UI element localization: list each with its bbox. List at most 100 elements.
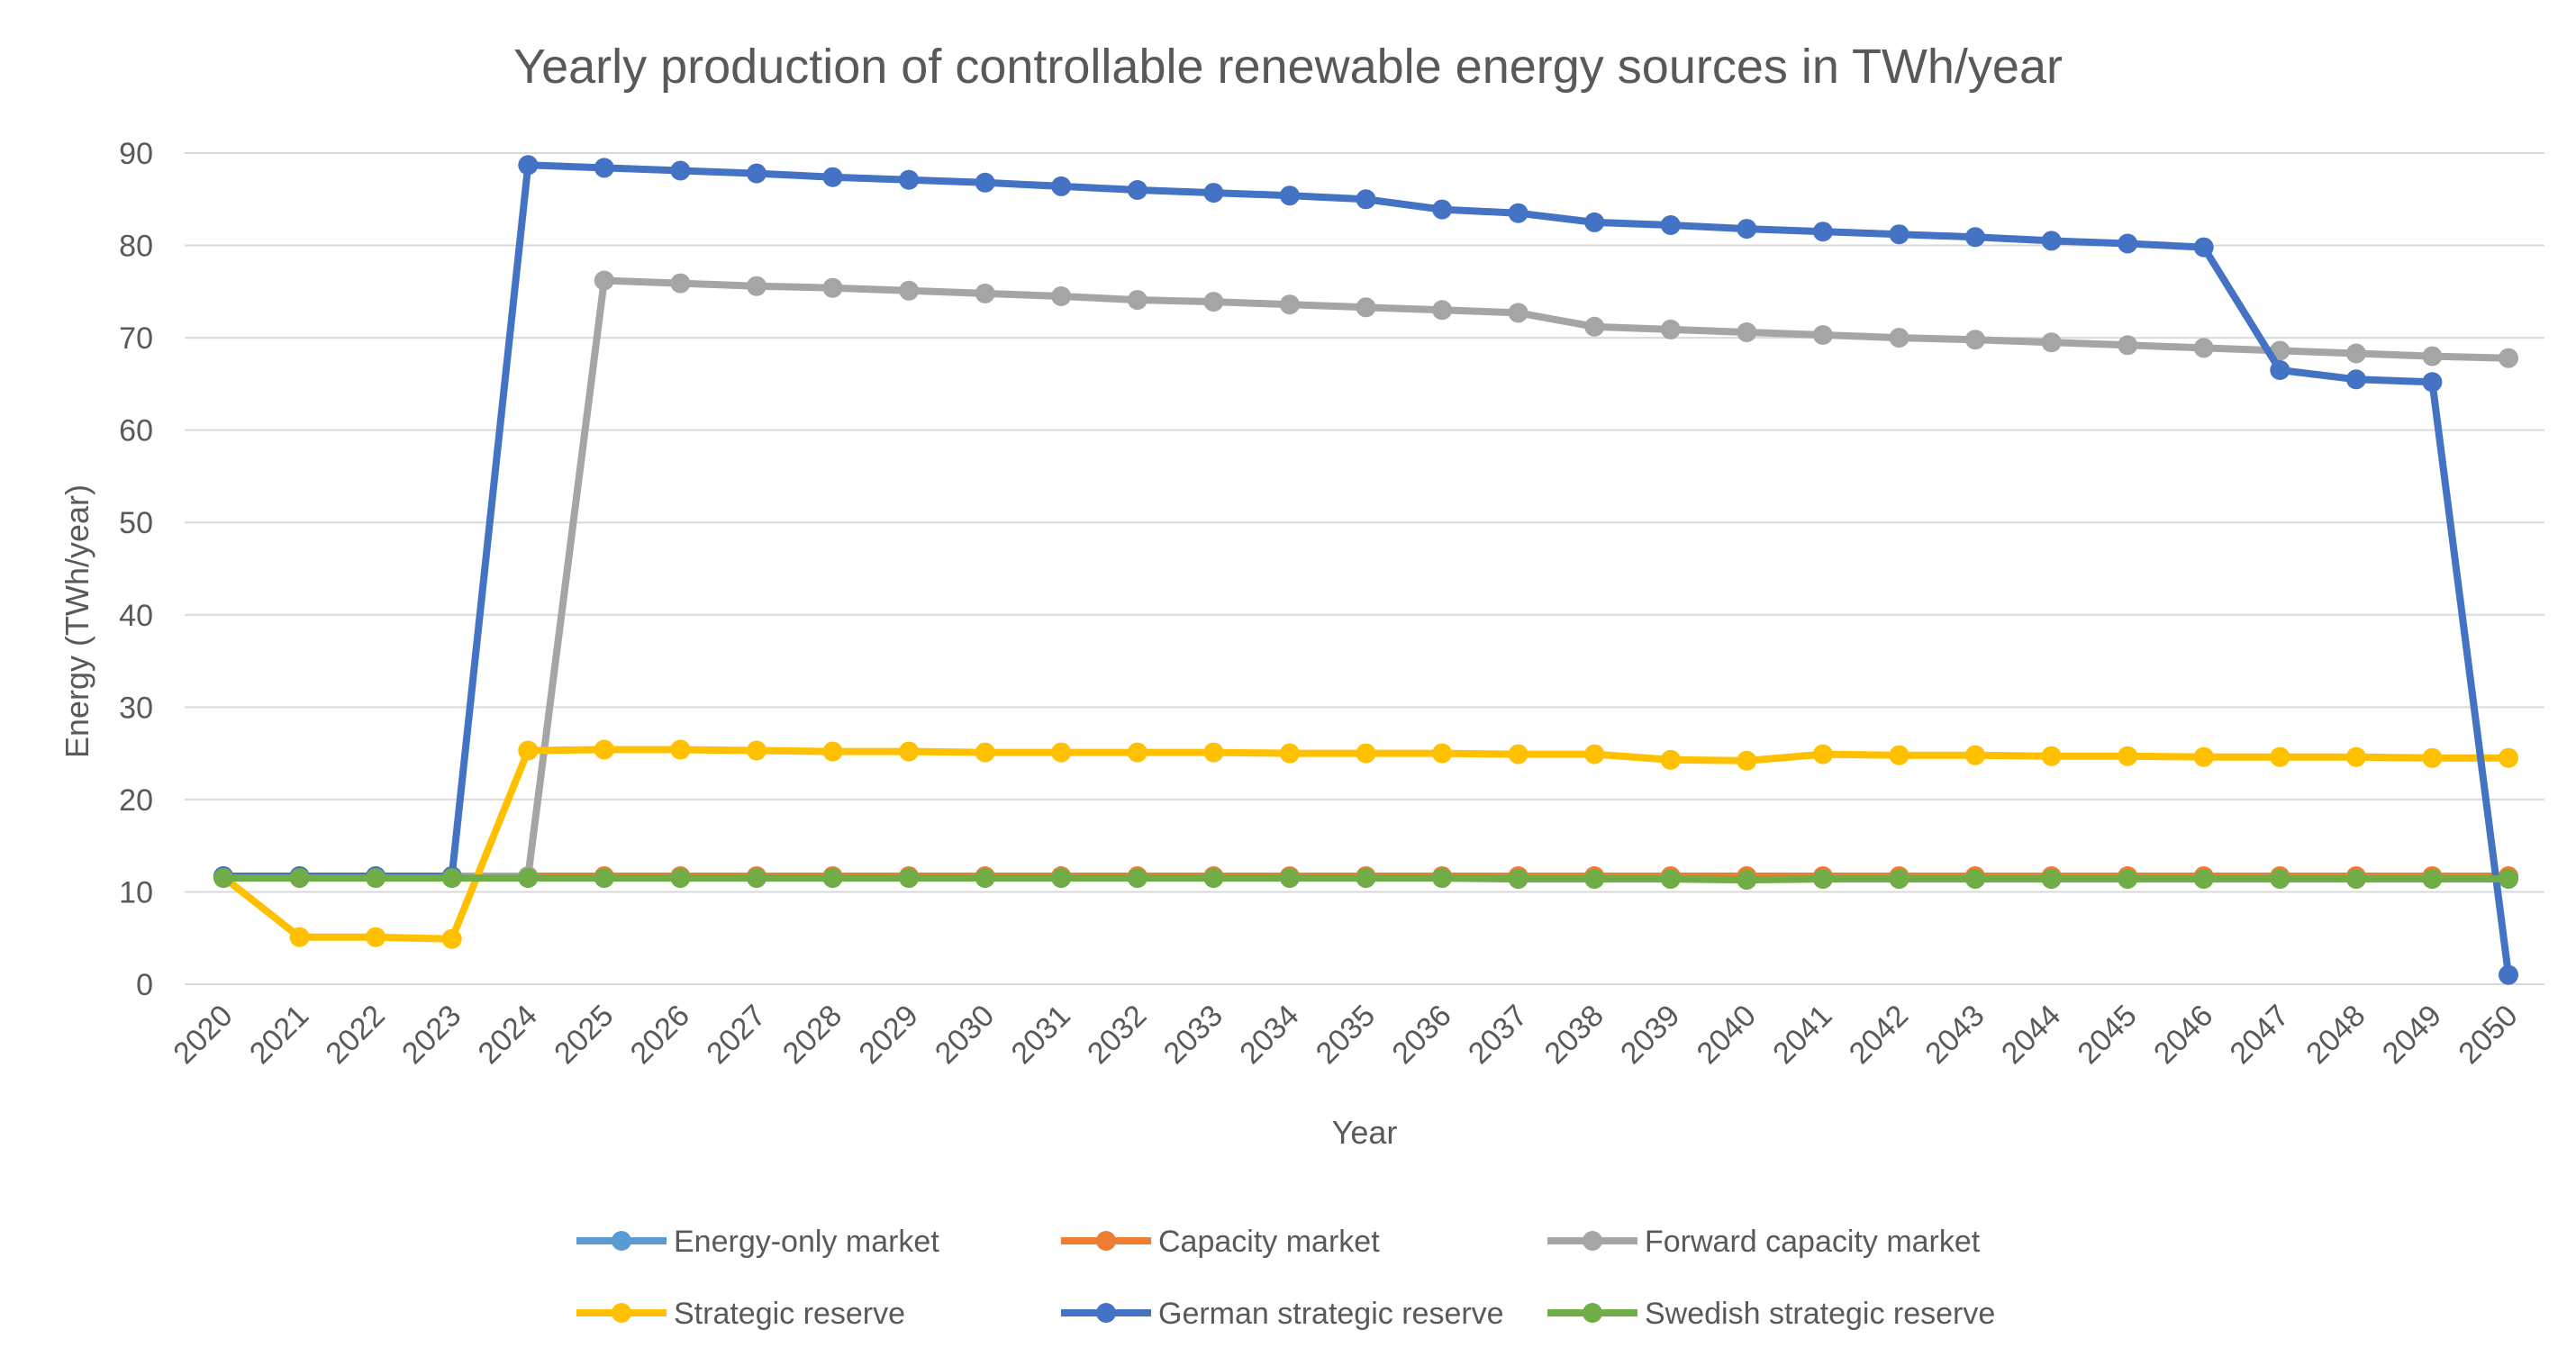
series-6 — [213, 868, 2518, 891]
data-point — [594, 270, 614, 291]
data-point — [366, 927, 386, 947]
legend-item: Energy-only market — [576, 1225, 939, 1259]
legend-swatch-marker — [612, 1303, 631, 1323]
data-point — [670, 273, 691, 294]
data-point — [594, 739, 614, 760]
data-point — [1279, 868, 1300, 889]
legend-label: Energy-only market — [674, 1225, 939, 1259]
data-point — [1889, 869, 1909, 890]
data-point — [1965, 745, 1985, 765]
data-point — [1737, 870, 1757, 891]
data-point — [747, 740, 766, 761]
data-point — [594, 158, 614, 178]
data-point — [518, 740, 539, 761]
data-point — [1203, 868, 1224, 889]
data-point — [518, 155, 539, 176]
data-point — [2345, 369, 2366, 390]
data-point — [1660, 215, 1681, 235]
series-group — [213, 155, 2518, 985]
data-point — [2422, 747, 2443, 768]
data-point — [1508, 303, 1528, 323]
data-point — [1889, 224, 1909, 245]
data-point — [1812, 222, 1833, 242]
data-point — [1127, 180, 1147, 200]
y-tick-label: 10 — [119, 875, 153, 909]
data-point — [1203, 183, 1224, 204]
x-axis-title: Year — [1332, 1114, 1398, 1151]
data-point — [975, 172, 995, 193]
data-point — [1737, 219, 1757, 240]
data-point — [289, 927, 310, 947]
data-point — [1660, 319, 1681, 339]
data-point — [2270, 746, 2290, 767]
data-point — [1812, 325, 1833, 345]
data-point — [2193, 237, 2214, 258]
data-point — [1051, 868, 1072, 889]
data-point — [441, 868, 462, 889]
data-point — [1356, 868, 1376, 889]
data-point — [2499, 747, 2518, 768]
legend-item: German strategic reserve — [1061, 1297, 1504, 1331]
data-point — [213, 868, 233, 889]
data-point — [2041, 869, 2062, 890]
data-point — [1508, 744, 1528, 764]
legend-swatch-marker — [1096, 1231, 1116, 1251]
data-point — [1584, 869, 1605, 890]
data-point — [2270, 869, 2290, 890]
legend-label: Swedish strategic reserve — [1645, 1297, 1995, 1331]
data-point — [1508, 869, 1528, 890]
data-point — [975, 283, 995, 303]
data-point — [899, 169, 920, 190]
data-point — [747, 276, 766, 296]
data-point — [1432, 300, 1453, 321]
y-tick-label: 70 — [119, 321, 153, 356]
data-point — [822, 277, 843, 298]
data-point — [366, 868, 386, 889]
y-tick-label: 80 — [119, 230, 153, 264]
data-point — [2270, 360, 2290, 380]
y-tick-label: 0 — [136, 968, 153, 1002]
legend-swatch-marker — [1583, 1231, 1602, 1251]
data-point — [1051, 742, 1072, 763]
data-point — [1965, 869, 1985, 890]
data-point — [1812, 744, 1833, 764]
data-point — [441, 928, 462, 949]
data-point — [2041, 332, 2062, 353]
data-point — [899, 741, 920, 762]
data-point — [822, 868, 843, 889]
data-point — [1737, 322, 1757, 342]
y-tick-label: 90 — [119, 137, 153, 171]
data-point — [2345, 869, 2366, 890]
data-point — [747, 868, 766, 889]
data-point — [1737, 750, 1757, 771]
data-point — [594, 868, 614, 889]
data-point — [1660, 869, 1681, 890]
data-point — [1279, 743, 1300, 764]
data-point — [975, 742, 995, 763]
data-point — [2118, 233, 2138, 254]
data-point — [1584, 316, 1605, 337]
data-point — [1432, 743, 1453, 764]
legend-item: Capacity market — [1061, 1225, 1380, 1259]
data-point — [1127, 290, 1147, 311]
data-point — [899, 868, 920, 889]
data-point — [1127, 868, 1147, 889]
data-point — [2118, 746, 2138, 766]
gridlines — [185, 152, 2544, 985]
data-point — [2118, 869, 2138, 890]
data-point — [670, 868, 691, 889]
data-point — [670, 739, 691, 760]
data-point — [2345, 343, 2366, 364]
legend-item: Swedish strategic reserve — [1547, 1297, 1995, 1331]
data-point — [2193, 746, 2214, 767]
data-point — [1660, 749, 1681, 770]
data-point — [2422, 372, 2443, 393]
y-tick-label: 40 — [119, 599, 153, 633]
series-4 — [213, 739, 2518, 949]
data-point — [1127, 742, 1147, 763]
chart-title: Yearly production of controllable renewa… — [513, 40, 2063, 94]
data-point — [1432, 199, 1453, 220]
